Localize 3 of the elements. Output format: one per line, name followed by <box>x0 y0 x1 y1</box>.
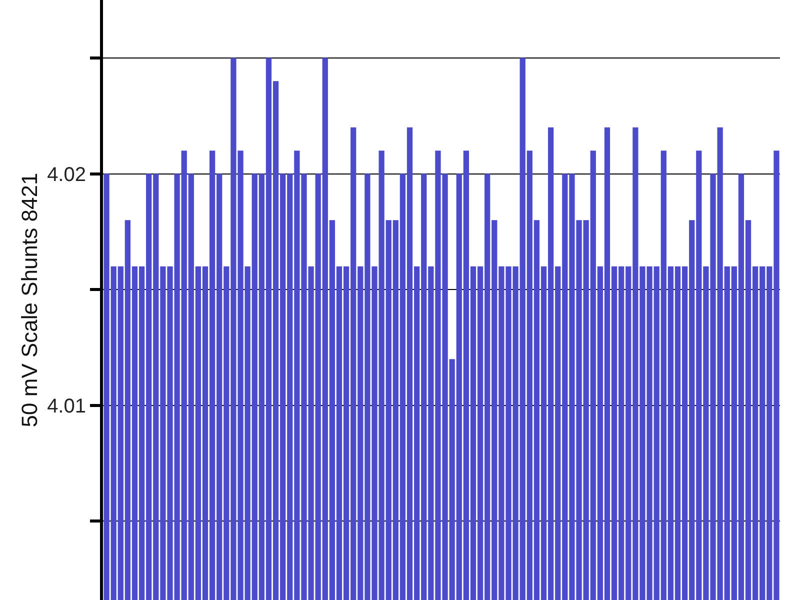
y-tick-label: 4.01 <box>47 395 86 418</box>
y-tick-label: 4.02 <box>47 164 86 186</box>
y-axis-title: 50 mV Scale Shunts 8421 <box>16 172 42 428</box>
